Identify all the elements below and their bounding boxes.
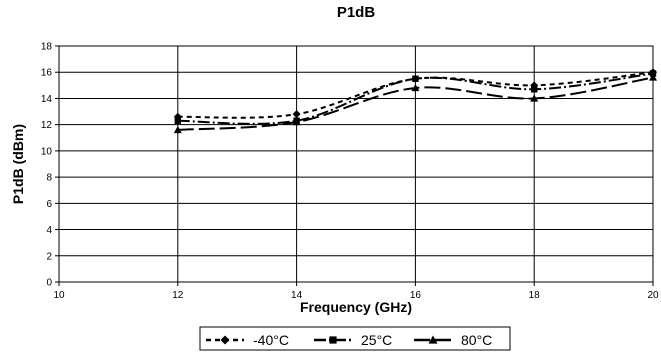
- y-tick-label: 12: [41, 120, 53, 131]
- legend-box: [199, 326, 511, 351]
- y-tick-label: 2: [46, 251, 52, 262]
- legend: -40°C 25°C 80°C: [199, 326, 511, 351]
- chart-title: P1dB: [337, 4, 376, 21]
- legend-item: 25°C: [314, 332, 392, 348]
- legend-label: 25°C: [361, 332, 392, 348]
- legend-marker-diamond: [220, 335, 230, 345]
- series-layer: [173, 68, 657, 134]
- legend-item: -40°C: [206, 332, 289, 348]
- data-point-square: [174, 117, 181, 124]
- x-axis-title: Frequency (GHz): [300, 299, 412, 315]
- data-point-triangle: [649, 73, 657, 81]
- y-tick-label: 16: [41, 68, 53, 79]
- data-point-triangle: [292, 118, 301, 126]
- x-tick-label: 20: [647, 290, 659, 301]
- legend-item: 80°C: [414, 332, 492, 348]
- data-point-triangle: [530, 94, 539, 102]
- data-point-diamond: [292, 110, 301, 119]
- x-tick-label: 14: [291, 290, 303, 301]
- data-point-square: [531, 86, 538, 93]
- grid: [55, 45, 654, 286]
- y-tick-label: 6: [46, 199, 52, 210]
- series-triangle: [173, 73, 657, 134]
- tick-labels: 0 2 4 6 8 10 12 14 16 18 10 12 14 16 18 20: [41, 42, 659, 302]
- legend-marker-square: [329, 336, 337, 344]
- legend-marker-triangle: [428, 335, 438, 344]
- plot-area: [58, 45, 654, 283]
- y-tick-label: 4: [46, 225, 52, 236]
- x-tick-label: 12: [172, 290, 184, 301]
- y-tick-label: 14: [41, 94, 53, 105]
- x-tick-label: 16: [410, 290, 422, 301]
- data-point-triangle: [411, 83, 420, 92]
- y-tick-label: 10: [41, 146, 53, 157]
- legend-label: 80°C: [461, 332, 492, 348]
- legend-label: -40°C: [253, 332, 289, 348]
- y-axis-title: P1dB (dBm): [10, 124, 26, 204]
- x-tick-label: 18: [529, 290, 541, 301]
- x-tick-label: 10: [53, 290, 65, 301]
- data-point-square: [412, 75, 419, 82]
- y-tick-label: 8: [46, 173, 52, 184]
- data-point-triangle: [173, 125, 182, 134]
- y-tick-label: 0: [46, 278, 52, 289]
- y-tick-label: 18: [41, 42, 53, 53]
